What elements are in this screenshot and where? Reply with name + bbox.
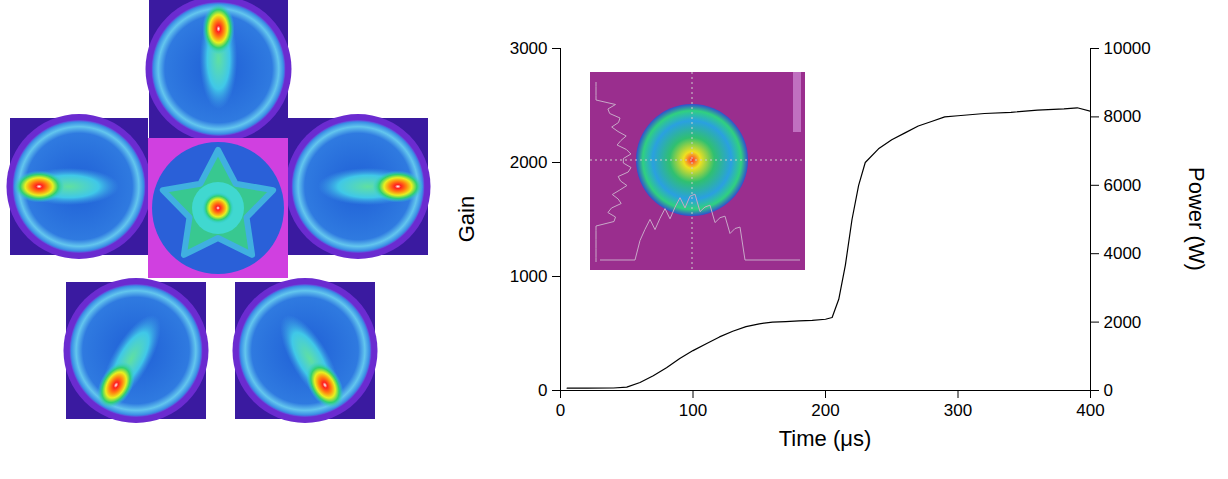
svg-text:10000: 10000 [1104,39,1151,58]
svg-text:0: 0 [556,401,565,420]
svg-text:6000: 6000 [1104,176,1142,195]
html-text:Power (W): Power (W) [1184,167,1209,271]
svg-text:2000: 2000 [1104,313,1142,332]
svg-text:400: 400 [1076,401,1104,420]
svg-text:3000: 3000 [510,39,548,58]
svg-text:4000: 4000 [1104,244,1142,263]
svg-text:0: 0 [1104,381,1113,400]
svg-text:0: 0 [538,381,547,400]
svg-text:8000: 8000 [1104,107,1142,126]
svg-text:2000: 2000 [510,153,548,172]
html-text:Gain: Gain [454,195,479,243]
svg-text:1000: 1000 [510,267,548,286]
html-text:Time (μs): Time (μs) [778,426,872,451]
svg-text:300: 300 [944,401,972,420]
svg-text:200: 200 [811,401,839,420]
svg-text:100: 100 [679,401,707,420]
